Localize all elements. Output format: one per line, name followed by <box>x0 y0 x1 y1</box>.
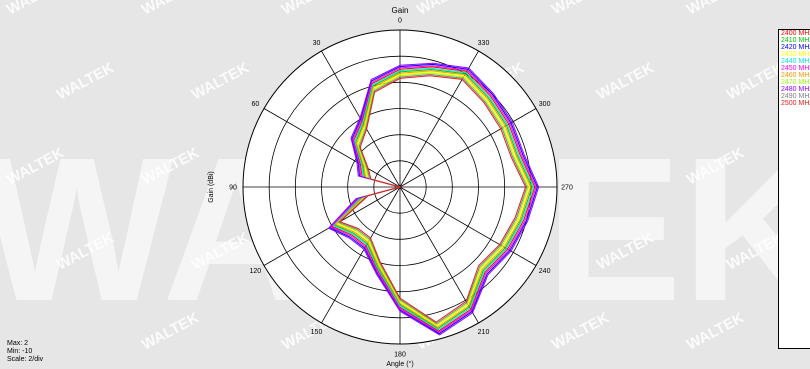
series-line-5 <box>330 65 537 333</box>
chart-legend: 2400 MHz 2410 MHz 2420 MHz 2430 MHz 2440 MHz… <box>778 29 810 349</box>
legend-entry: 2500 MHz <box>781 100 810 107</box>
grid-spoke <box>399 108 537 188</box>
angle-tick-label: 300 <box>539 101 551 108</box>
legend-entry: 2410 MHz <box>781 37 810 44</box>
scale-min: Min: -10 <box>7 348 33 355</box>
scale-info: Max: 2 Min: -10 Scale: 2/div <box>7 340 43 364</box>
angle-tick-label: 60 <box>251 101 259 108</box>
series-line-3 <box>335 71 531 327</box>
angle-tick-label: 240 <box>539 268 551 275</box>
legend-entry: 2440 MHz <box>781 58 810 65</box>
series-line-8 <box>327 62 540 336</box>
legend-entry: 2490 MHz <box>781 93 810 100</box>
angle-tick-label: 210 <box>478 329 490 336</box>
angle-axis-label: Angle (°) <box>386 360 413 368</box>
radial-axis-label: Gain (dBi) <box>208 171 215 203</box>
grid-spoke <box>321 186 401 324</box>
series-line-10 <box>338 75 527 323</box>
legend-entry: 2430 MHz <box>781 51 810 58</box>
grid-spoke <box>399 186 479 324</box>
series-line-4 <box>332 67 535 331</box>
series-line-1 <box>333 68 533 330</box>
legend-entry: 2450 MHz <box>781 65 810 72</box>
angle-tick-label: 270 <box>561 185 573 192</box>
scale-div: Scale: 2/div <box>7 356 44 363</box>
grid-spoke <box>399 186 537 266</box>
angle-tick-label: 180 <box>394 352 406 359</box>
chart-title: Gain <box>392 6 409 15</box>
series-line-0 <box>331 66 536 332</box>
legend-entry: 2480 MHz <box>781 86 810 93</box>
angle-tick-label: 120 <box>250 268 262 275</box>
series-line-9 <box>337 73 528 325</box>
series-line-6 <box>334 70 532 328</box>
angle-tick-label: 0 <box>398 18 402 25</box>
angle-tick-label: 30 <box>313 40 321 47</box>
angle-tick-label: 330 <box>478 40 490 47</box>
series-line-2 <box>328 63 538 335</box>
legend-entry: 2420 MHz <box>781 44 810 51</box>
series-line-7 <box>336 72 529 326</box>
angle-tick-label: 90 <box>229 185 237 192</box>
angle-tick-label: 150 <box>311 329 323 336</box>
legend-entry: 2470 MHz <box>781 79 810 86</box>
legend-entry: 2460 MHz <box>781 72 810 79</box>
legend-entry: 2400 MHz <box>781 30 810 37</box>
scale-max: Max: 2 <box>7 340 29 347</box>
grid-spoke <box>263 108 401 188</box>
